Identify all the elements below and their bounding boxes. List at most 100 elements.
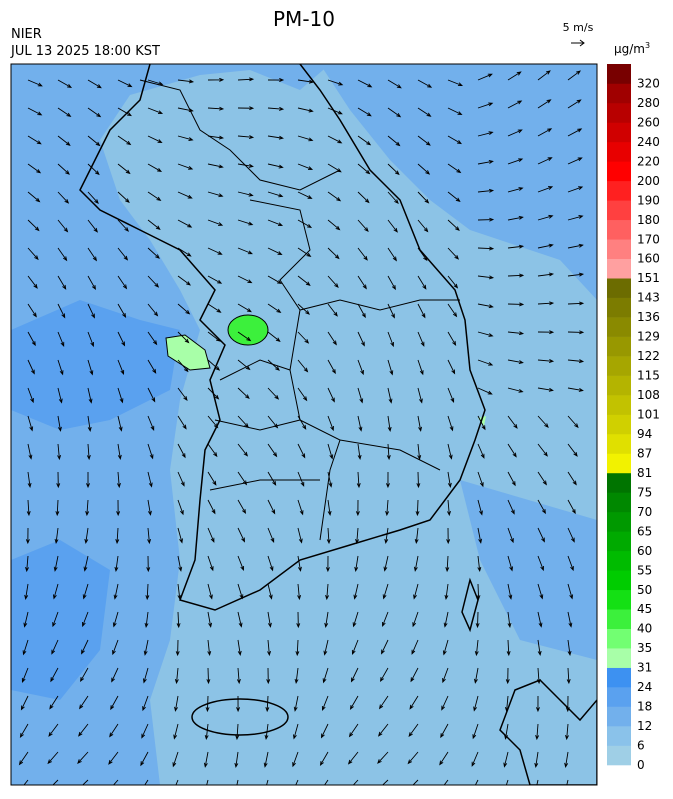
wind-arrow: [537, 359, 555, 363]
wind-arrow: [117, 331, 126, 347]
wind-arrow: [537, 443, 548, 457]
wind-arrow: [417, 135, 431, 146]
wind-arrow: [566, 667, 571, 685]
map: [10, 63, 598, 786]
wind-arrow: [174, 695, 179, 712]
wind-arrow: [537, 70, 551, 81]
wind-arrow: [355, 527, 360, 545]
wind-arrow: [172, 751, 179, 768]
wind-arrow: [537, 527, 545, 543]
wind-arrow: [147, 387, 156, 403]
wind-arrow: [477, 331, 494, 337]
wind-arrow: [117, 275, 128, 290]
wind-arrow: [357, 331, 365, 347]
wind-arrow: [347, 751, 359, 765]
wind-arrow: [417, 219, 429, 233]
wind-arrow: [378, 723, 389, 737]
datetime: JUL 13 2025 18:00 KST: [10, 44, 160, 59]
wind-arrow: [82, 779, 89, 785]
wind-arrow: [177, 79, 195, 84]
colorbar-label: 75: [637, 485, 652, 499]
colorbar-label: 55: [637, 563, 652, 577]
wind-arrow: [297, 583, 302, 601]
wind-arrow: [295, 639, 300, 657]
colorbar-label: 220: [637, 154, 660, 168]
wind-arrow: [566, 779, 569, 785]
colorbar-label: 12: [637, 719, 652, 733]
wind-arrow: [143, 639, 149, 656]
wind-arrow: [52, 583, 59, 600]
wind-arrow: [207, 387, 220, 400]
wind-arrow: [537, 611, 543, 628]
wind-arrow: [447, 359, 456, 375]
colorbar-label: 143: [637, 291, 660, 305]
wind-arrow: [147, 107, 164, 114]
wind-arrow: [237, 191, 254, 197]
wind-arrow: [352, 779, 359, 785]
wind-arrow: [474, 779, 479, 785]
wind-arrow: [537, 555, 544, 572]
wind-arrow: [52, 779, 59, 785]
wind-arrow: [147, 79, 164, 86]
wind-arrow: [417, 107, 432, 117]
wind-arrow: [25, 555, 29, 573]
wind-arrow: [327, 443, 334, 460]
wind-arrow: [207, 247, 223, 255]
wind-arrow: [87, 387, 93, 404]
wind-arrow: [319, 751, 329, 766]
wind-arrow: [24, 583, 29, 600]
wind-arrow: [237, 555, 245, 572]
wind-arrow: [387, 275, 396, 291]
wind-arrow: [357, 219, 369, 233]
wind-arrow: [387, 163, 400, 176]
wind-arrow: [144, 611, 149, 629]
wind-arrow: [385, 471, 390, 489]
wind-arrow: [387, 79, 402, 89]
colorbar-segment: [607, 745, 631, 766]
wind-arrow: [177, 163, 194, 170]
colorbar-label: 101: [637, 408, 660, 422]
wind-arrow: [297, 443, 306, 459]
wind-arrow: [267, 331, 281, 342]
wind-arrow: [236, 667, 241, 685]
wind-arrow: [326, 527, 331, 545]
wind-arrow: [87, 331, 94, 348]
colorbar-segment: [607, 667, 631, 688]
wind-arrow: [177, 275, 191, 286]
colorbar-label: 115: [637, 369, 660, 383]
wind-arrow: [537, 272, 555, 277]
wind-arrow: [357, 163, 371, 175]
wind-arrow: [237, 415, 249, 428]
colorbar-label: 136: [637, 310, 660, 324]
wind-arrow: [115, 527, 120, 545]
wind-arrow: [535, 695, 540, 713]
wind-arrow: [207, 163, 224, 169]
wind-arrow: [235, 723, 240, 741]
wind-arrow: [57, 135, 71, 146]
wind-arrow: [145, 583, 150, 601]
wind-arrow: [447, 107, 463, 116]
wind-arrow: [267, 583, 273, 600]
wind-arrow: [447, 471, 452, 488]
colorbar-segment: [607, 609, 631, 629]
unit-base: μg/m: [614, 42, 645, 56]
wind-arrow: [537, 415, 549, 428]
wind-arrow: [207, 471, 217, 486]
colorbar-segment: [607, 531, 631, 552]
colorbar-label: 31: [637, 661, 652, 675]
wind-arrow: [441, 695, 449, 711]
wind-arrow: [477, 527, 483, 544]
wind-arrow: [477, 160, 494, 165]
wind-arrow: [417, 359, 424, 376]
wind-arrow: [297, 359, 309, 373]
wind-arrow: [297, 499, 304, 516]
wind-arrow: [82, 611, 89, 628]
wind-arrow: [446, 527, 451, 545]
wind-arrow: [237, 471, 248, 486]
wind-arrow: [117, 79, 133, 88]
colorbar-label: 160: [637, 252, 660, 266]
wind-arrow: [266, 779, 269, 785]
wind-arrow: [447, 247, 460, 260]
wind-arrow: [26, 499, 31, 517]
wind-arrow: [27, 471, 32, 489]
